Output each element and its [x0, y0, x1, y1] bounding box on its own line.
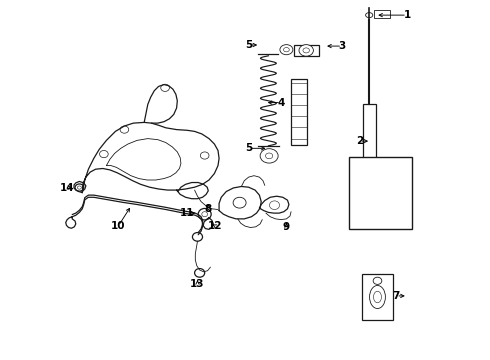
Ellipse shape	[280, 45, 293, 55]
Ellipse shape	[120, 126, 129, 133]
Ellipse shape	[366, 190, 373, 196]
Ellipse shape	[366, 13, 373, 18]
Ellipse shape	[202, 212, 208, 217]
Text: 13: 13	[190, 279, 205, 289]
Ellipse shape	[369, 285, 386, 309]
Text: 4: 4	[277, 98, 285, 108]
Bar	[294, 45, 319, 56]
Ellipse shape	[373, 277, 382, 284]
Text: 2: 2	[356, 136, 363, 146]
Ellipse shape	[377, 207, 385, 213]
Ellipse shape	[260, 149, 278, 163]
Text: 9: 9	[283, 222, 290, 232]
Text: 5: 5	[245, 143, 252, 153]
Text: 12: 12	[208, 221, 223, 231]
Bar	[291, 79, 307, 145]
Ellipse shape	[266, 153, 273, 159]
Ellipse shape	[195, 269, 205, 277]
Ellipse shape	[373, 291, 381, 303]
Text: 3: 3	[339, 41, 346, 51]
Ellipse shape	[77, 186, 81, 189]
Ellipse shape	[377, 172, 385, 179]
Ellipse shape	[393, 181, 400, 187]
Ellipse shape	[233, 197, 246, 208]
Ellipse shape	[299, 45, 314, 56]
Ellipse shape	[270, 201, 280, 210]
Ellipse shape	[377, 188, 385, 197]
Bar	[349, 157, 413, 229]
Text: 6: 6	[379, 186, 386, 196]
Ellipse shape	[284, 48, 289, 52]
Ellipse shape	[99, 150, 108, 158]
Bar	[363, 274, 392, 320]
Text: 7: 7	[392, 291, 400, 301]
Ellipse shape	[200, 152, 209, 159]
Text: 8: 8	[205, 204, 212, 214]
Ellipse shape	[303, 48, 310, 53]
Text: 14: 14	[59, 183, 74, 193]
Ellipse shape	[362, 181, 369, 187]
Bar	[373, 10, 390, 18]
Ellipse shape	[198, 208, 211, 220]
Ellipse shape	[371, 183, 391, 203]
Ellipse shape	[75, 184, 84, 191]
Bar	[363, 104, 376, 178]
Text: 1: 1	[403, 10, 411, 20]
Text: 10: 10	[111, 221, 125, 231]
Text: 11: 11	[180, 208, 195, 218]
Ellipse shape	[193, 233, 202, 241]
Ellipse shape	[161, 84, 170, 91]
Text: 5: 5	[245, 40, 252, 50]
Ellipse shape	[362, 198, 369, 204]
Bar	[362, 178, 376, 187]
Ellipse shape	[393, 198, 400, 204]
